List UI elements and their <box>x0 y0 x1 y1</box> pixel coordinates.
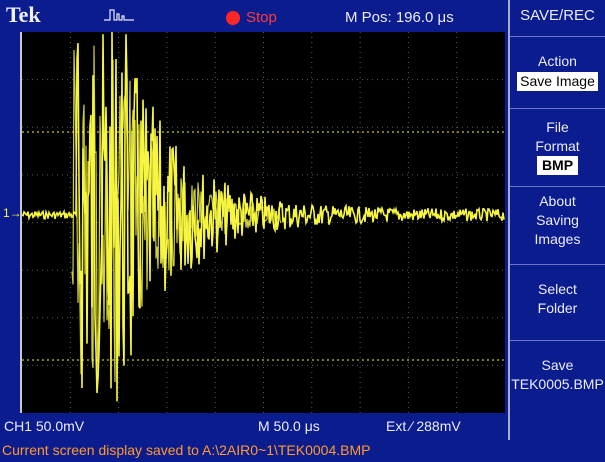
save-label: Save <box>541 357 574 373</box>
file-format-label-1: File <box>546 119 569 135</box>
stop-status-icon <box>226 11 240 25</box>
menu-divider <box>510 108 605 109</box>
select-folder-label-2: Folder <box>537 300 578 316</box>
bottom-status-bar: CH1 50.0mV M 50.0 μs Ext ∕ 288mV <box>0 414 508 438</box>
menu-divider <box>510 36 605 37</box>
file-format-label-2: Format <box>535 138 580 154</box>
trigger-readout: Ext ∕ 288mV <box>386 418 461 434</box>
waveform-display <box>22 32 505 413</box>
menu-divider <box>510 186 605 187</box>
about-label-1: About <box>539 193 576 209</box>
select-folder-label-1: Select <box>538 281 577 297</box>
menu-title: SAVE/REC <box>520 7 595 24</box>
file-format-value: BMP <box>536 156 579 175</box>
action-label: Action <box>538 53 577 69</box>
about-label-2: Saving <box>536 212 579 228</box>
menu-file-format-button[interactable]: File Format BMP <box>510 118 605 175</box>
side-menu: SAVE/REC Action Save Image File Format B… <box>508 0 605 440</box>
top-status-bar: Tek Stop M Pos: 196.0 μs <box>0 0 508 32</box>
timebase: M 50.0 μs <box>258 418 320 434</box>
save-filename: TEK0005.BMP <box>511 376 604 392</box>
action-value: Save Image <box>517 72 598 91</box>
brand-logo: Tek <box>6 2 41 27</box>
menu-action-button[interactable]: Action Save Image <box>510 52 605 91</box>
save-message: Current screen display saved to A:\2AIR0… <box>2 442 371 458</box>
menu-divider <box>510 340 605 341</box>
about-label-3: Images <box>534 231 581 247</box>
ch1-waveform-overlay <box>71 45 282 383</box>
channel-scale: CH1 50.0mV <box>4 418 85 434</box>
menu-save-button[interactable]: Save TEK0005.BMP <box>510 356 605 394</box>
horizontal-position: M Pos: 196.0 μs <box>345 9 454 26</box>
ch1-ground-marker: 1→ <box>3 206 22 220</box>
menu-divider <box>510 264 605 265</box>
menu-select-folder-button[interactable]: Select Folder <box>510 280 605 318</box>
acquisition-state: Stop <box>246 9 277 26</box>
ch1-waveform <box>22 32 505 402</box>
waveform-graticule <box>20 32 505 413</box>
trigger-waveform-icon <box>104 9 134 21</box>
menu-about-button[interactable]: About Saving Images <box>510 192 605 249</box>
